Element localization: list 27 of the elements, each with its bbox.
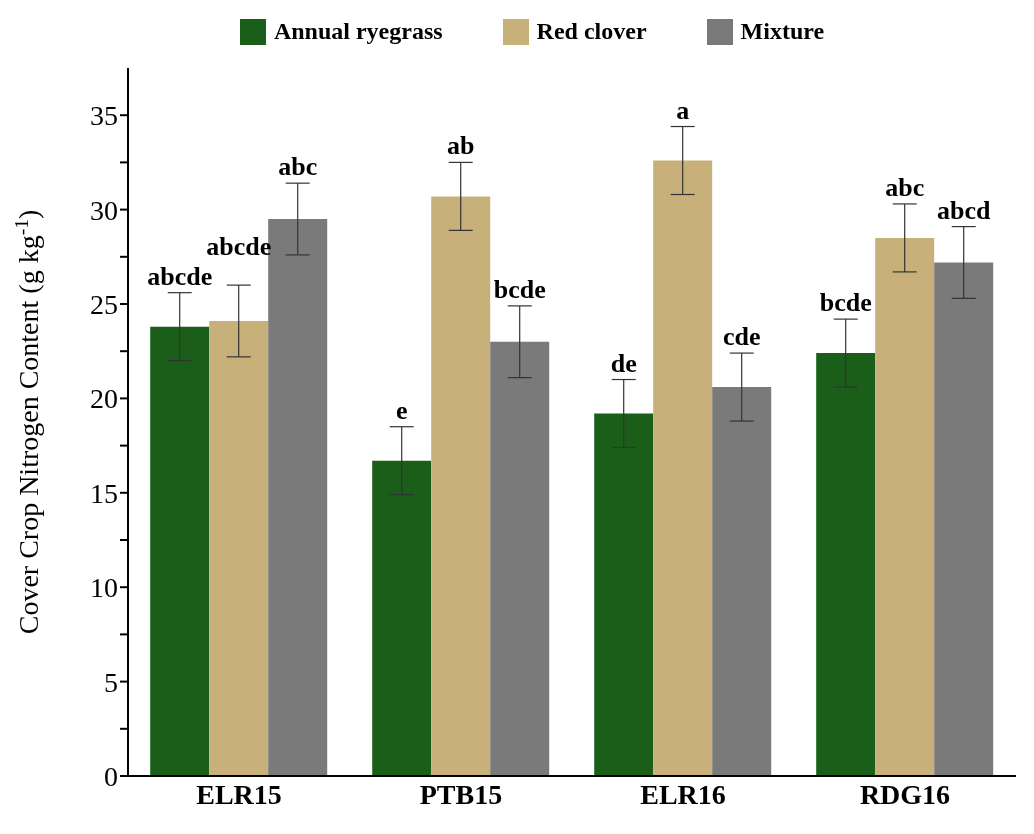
data-label: a bbox=[676, 95, 690, 125]
data-label: cde bbox=[722, 322, 761, 352]
data-label: abcde bbox=[147, 261, 213, 291]
data-label: ab bbox=[446, 131, 475, 161]
data-label: abcde bbox=[206, 231, 272, 261]
data-label: de bbox=[610, 348, 637, 378]
x-tick-label: RDG16 bbox=[859, 778, 951, 810]
y-tick-label: 35 bbox=[90, 100, 118, 132]
legend-label: Mixture bbox=[740, 18, 825, 45]
data-label: abcd bbox=[936, 195, 991, 225]
y-tick-label: 30 bbox=[90, 194, 118, 226]
y-tick-label: 10 bbox=[90, 572, 118, 604]
x-tick-label: ELR15 bbox=[196, 778, 282, 810]
data-label: bcde bbox=[493, 274, 546, 304]
y-tick-label: 0 bbox=[104, 760, 118, 792]
x-tick-label: ELR16 bbox=[640, 778, 726, 810]
data-label: abc bbox=[278, 152, 318, 182]
legend-label: Annual ryegrass bbox=[273, 18, 443, 45]
y-tick-label: 20 bbox=[90, 383, 118, 415]
data-label: bcde bbox=[819, 288, 872, 318]
y-tick-label: 5 bbox=[104, 666, 118, 698]
x-tick-label: PTB15 bbox=[419, 778, 503, 810]
data-label: abc bbox=[885, 172, 925, 202]
data-label: e bbox=[395, 395, 408, 425]
y-tick-label: 25 bbox=[90, 288, 118, 320]
y-tick-label: 15 bbox=[90, 477, 118, 509]
legend-label: Red clover bbox=[536, 18, 647, 45]
